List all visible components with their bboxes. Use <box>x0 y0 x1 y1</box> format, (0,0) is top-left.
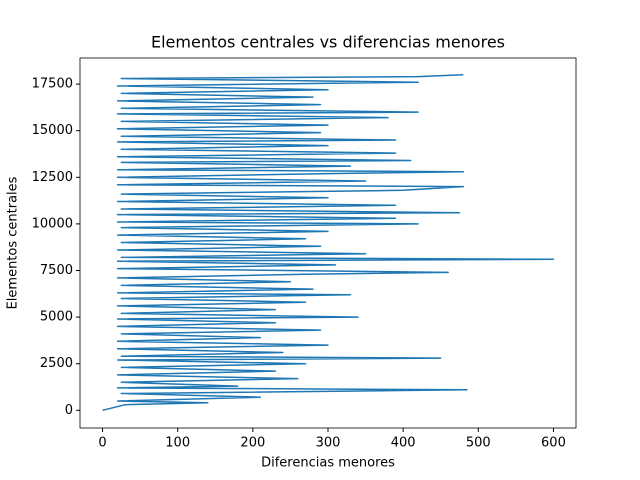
x-tick-label: 200 <box>240 436 265 451</box>
y-tick-label: 17500 <box>32 77 73 92</box>
y-tick-label: 15000 <box>32 123 73 138</box>
y-tick-label: 10000 <box>32 216 73 231</box>
data-line <box>102 74 555 412</box>
y-tick-label: 2500 <box>40 356 73 371</box>
y-axis-label: Elementos centrales <box>6 176 21 309</box>
y-tick-label: 0 <box>65 403 73 418</box>
y-tick-label: 12500 <box>32 170 73 185</box>
y-tick-label: 5000 <box>40 310 73 325</box>
x-tick-label: 300 <box>316 436 341 451</box>
x-tick-label: 0 <box>98 436 106 451</box>
x-tick-label: 400 <box>391 436 416 451</box>
x-axis-label: Diferencias menores <box>261 456 395 471</box>
x-tick-label: 100 <box>165 436 190 451</box>
x-tick-label: 500 <box>466 436 491 451</box>
y-tick-label: 7500 <box>40 263 73 278</box>
chart-title: Elementos centrales vs diferencias menor… <box>151 33 505 52</box>
plot-frame <box>79 57 577 429</box>
x-tick-label: 600 <box>541 436 566 451</box>
